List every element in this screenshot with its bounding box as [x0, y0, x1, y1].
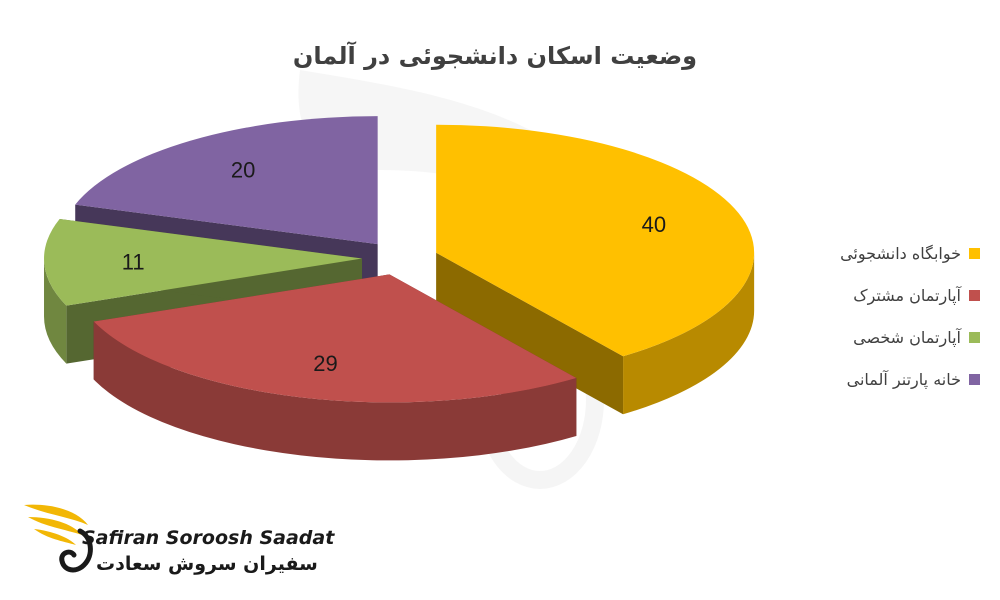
data-label: 29: [313, 351, 337, 376]
legend-item: آپارتمان شخصی: [780, 316, 980, 358]
brand-logo: Safiran Soroosh Saadat سفیران سروش سعادت: [18, 495, 334, 590]
pie-slices: [44, 116, 755, 461]
pie-slice: [436, 124, 755, 415]
legend-item: خوابگاه دانشجوئی: [780, 232, 980, 274]
chart-title: وضعیت اسکان دانشجوئی در آلمان: [293, 41, 697, 70]
legend-swatch: [969, 289, 980, 301]
legend-label: آپارتمان شخصی: [853, 327, 961, 347]
legend-item: آپارتمان مشترک: [780, 274, 980, 316]
chart-legend: خوابگاه دانشجوئی آپارتمان مشترک آپارتمان…: [780, 232, 980, 400]
logo-text-fa: سفیران سروش سعادت: [96, 553, 318, 575]
swan-wing-icon: [24, 504, 93, 573]
data-labels: 20 40 11 29: [122, 158, 666, 376]
legend-label: خانه پارتنر آلمانی: [846, 369, 961, 389]
legend-item: خانه پارتنر آلمانی: [780, 358, 980, 400]
data-label: 11: [122, 249, 145, 274]
pie-slice: [93, 274, 577, 461]
legend-swatch: [969, 331, 980, 343]
legend-label: خوابگاه دانشجوئی: [840, 243, 961, 263]
data-label: 40: [642, 212, 666, 237]
legend-swatch: [969, 373, 980, 385]
legend-swatch: [969, 247, 980, 259]
logo-text-en: Safiran Soroosh Saadat: [82, 527, 335, 549]
legend-label: آپارتمان مشترک: [853, 285, 961, 305]
data-label: 20: [231, 158, 255, 183]
